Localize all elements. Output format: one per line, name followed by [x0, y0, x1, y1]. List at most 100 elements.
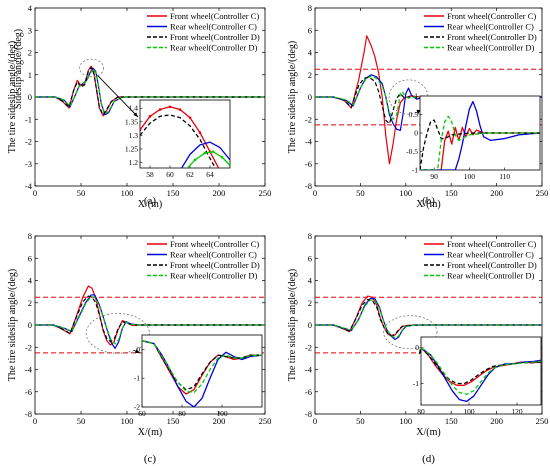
- legend-label-rear-c: Rear wheel(Controller C): [447, 250, 534, 260]
- inset-point-front-c: [168, 105, 172, 109]
- y-tick-label: -8: [25, 409, 32, 419]
- inset-y-tick-label: 1: [414, 92, 418, 101]
- inset-y-tick-label: 1.3: [129, 131, 139, 140]
- y-tick-label: -4: [305, 365, 313, 375]
- x-tick-label: 0: [33, 188, 37, 198]
- inset-point-front-c: [158, 108, 162, 111]
- x-tick-label: 0: [313, 416, 317, 426]
- x-axis-label: X/(m): [138, 427, 162, 438]
- inset-y-tick-label: -1: [134, 374, 140, 383]
- y-tick-label: -2: [25, 137, 32, 147]
- x-tick-label: 250: [536, 416, 549, 426]
- legend-label-front-c: Front wheel(Controller C): [170, 239, 259, 249]
- zoom-ellipse: [85, 313, 150, 354]
- x-tick-label: 50: [77, 188, 86, 198]
- zoom-ellipse: [383, 315, 438, 350]
- main-series-front-d: [35, 66, 265, 116]
- inset-y-tick-label: 1.4: [129, 104, 139, 113]
- x-tick-label: 200: [490, 416, 503, 426]
- inset-point-front-c: [148, 115, 152, 118]
- inset-y-tick-label: -2: [134, 403, 140, 412]
- y-tick-label: 2: [308, 70, 312, 80]
- y-tick-label: 4: [28, 276, 33, 286]
- inset-c: 60 80 100 -2 -1 0: [134, 334, 263, 418]
- legend-label-front-d: Front wheel(Controller D): [447, 260, 537, 270]
- y-axis-label: The tire sideslip angle/(deg): [7, 269, 18, 381]
- inset-y-tick-label: 0: [415, 343, 419, 352]
- legend-label-rear-d: Rear wheel(Controller D): [170, 43, 257, 53]
- y-tick-label: -8: [305, 181, 312, 191]
- main-series-rear-d: [35, 68, 265, 115]
- main-series-front-d: [315, 298, 542, 337]
- x-tick-label: 250: [259, 188, 272, 198]
- main-series-front-c: [315, 35, 542, 165]
- x-tick-label: 100: [399, 188, 412, 198]
- y-tick-label: -6: [25, 387, 32, 397]
- inset-series-front-d: [420, 119, 540, 170]
- inset-series-group: [421, 347, 541, 403]
- legend-label-rear-c: Rear wheel(Controller C): [170, 22, 257, 32]
- y-tick-label: 8: [308, 3, 312, 13]
- inset-point-rear-d: [203, 151, 207, 155]
- inset-a: 58 60 62 64 1.2 1.25 1.3 1.35 1.4: [125, 99, 231, 179]
- inset-point-rear-d: [220, 155, 224, 159]
- inset-series-group: [420, 100, 540, 170]
- inset-series-rear-d: [420, 115, 540, 170]
- legend-label-front-d: Front wheel(Controller D): [170, 32, 260, 42]
- y-tick-label: -3: [25, 159, 32, 169]
- y-axis-label-overlap: Sideslip angle/(deg): [13, 29, 24, 109]
- inset-y-tick-label: 0.5: [409, 110, 419, 119]
- y-tick-label: 8: [308, 231, 312, 241]
- y-tick-label: -6: [305, 387, 312, 397]
- inset-x-tick-label: 62: [186, 170, 194, 179]
- inset-y-tick-label: -1: [413, 379, 419, 388]
- legend-label-rear-d: Rear wheel(Controller D): [447, 43, 534, 53]
- inset-point-rear-d: [228, 163, 230, 167]
- inset-series-group: [142, 340, 262, 407]
- legend-label-rear-c: Rear wheel(Controller C): [447, 22, 534, 32]
- panel-label: (b): [422, 195, 435, 207]
- y-tick-label: -2: [305, 342, 312, 352]
- inset-series-front-d: [142, 340, 262, 391]
- inset-point-front-c: [188, 116, 192, 119]
- inset-series-rear-c: [180, 141, 230, 168]
- inset-x-tick-label: 60: [138, 409, 146, 418]
- zoom-arrow-head: [135, 349, 140, 353]
- inset-x-tick-label: 64: [206, 170, 214, 179]
- inset-series-rear-d: [142, 340, 262, 394]
- legend-label-front-c: Front wheel(Controller C): [447, 239, 536, 249]
- y-tick-label: 0: [308, 92, 312, 102]
- x-tick-label: 150: [445, 188, 458, 198]
- y-tick-label: 6: [28, 253, 32, 263]
- inset-area: [141, 334, 263, 408]
- y-tick-label: 8: [28, 231, 32, 241]
- inset-y-tick-label: -0.5: [406, 147, 418, 156]
- x-tick-label: 150: [167, 188, 180, 198]
- y-tick-label: 6: [308, 253, 312, 263]
- legend-label-front-c: Front wheel(Controller C): [170, 11, 259, 21]
- y-axis-label: The tire sideslip angle/(deg): [7, 41, 18, 153]
- inset-d: 80 100 120 -1 0: [413, 336, 542, 416]
- inset-y-tick-label: -1: [412, 166, 418, 175]
- zoom-arrow-head: [133, 112, 138, 117]
- legend-label-rear-d: Rear wheel(Controller D): [447, 271, 534, 281]
- inset-series-rear-c: [420, 100, 540, 170]
- panel-label: (a): [144, 195, 157, 207]
- inset-series-front-d: [421, 347, 541, 385]
- x-axis-label: X/(m): [416, 427, 440, 438]
- x-tick-label: 0: [313, 188, 317, 198]
- panel-b: 0 50 100 150 200 250 -8 -6 -4 -2 0 2 4 6 8 X/(m) The tir…: [287, 3, 548, 210]
- x-tick-label: 100: [399, 416, 412, 426]
- inset-y-tick-label: 1.2: [129, 158, 139, 167]
- inset-series-group: [140, 105, 230, 168]
- x-tick-label: 200: [490, 188, 503, 198]
- y-tick-label: -2: [25, 342, 32, 352]
- x-tick-label: 250: [259, 416, 272, 426]
- zoom-arrow-head: [416, 109, 421, 115]
- y-tick-label: -1: [25, 114, 32, 124]
- inset-x-tick-label: 100: [464, 172, 476, 181]
- panel-d: 0 50 100 150 200 250 -8 -6 -4 -2 0 2 4 6 8 X/(m) The tir…: [287, 231, 548, 465]
- x-axis-label: X/(m): [138, 199, 162, 210]
- inset-x-tick-label: 100: [463, 407, 475, 416]
